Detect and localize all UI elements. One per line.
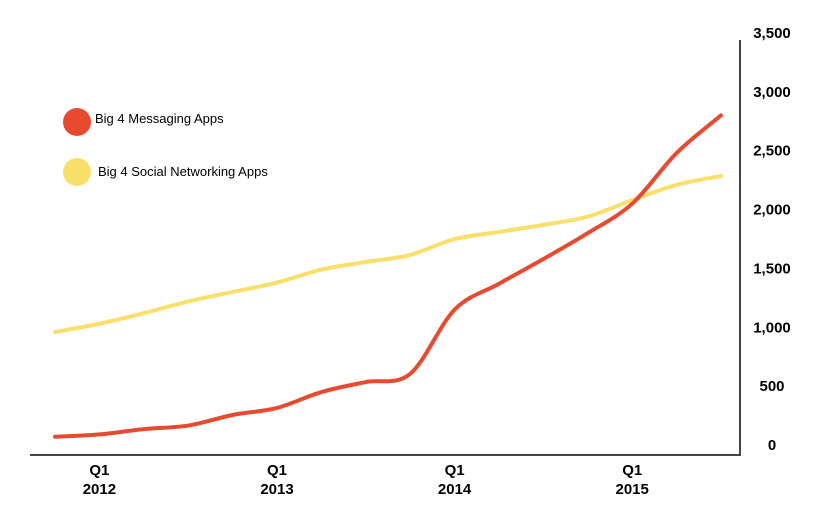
- x-tick-year: 2012: [83, 481, 116, 498]
- x-tick-year: 2015: [616, 481, 649, 498]
- series-lines: [53, 113, 723, 439]
- legend-label: Big 4 Social Networking Apps: [98, 164, 268, 179]
- y-tick-label: 1,500: [753, 260, 791, 277]
- y-tick-label: 2,000: [753, 202, 791, 219]
- legend-swatch: [63, 108, 91, 136]
- y-tick-label: 3,000: [753, 84, 791, 101]
- y-tick-label: 500: [759, 378, 784, 395]
- x-tick-quarter: Q1: [622, 462, 642, 479]
- axes: [30, 40, 741, 456]
- y-tick-label: 0: [768, 437, 776, 454]
- legend-label: Big 4 Messaging Apps: [95, 111, 224, 126]
- x-tick-quarter: Q1: [267, 462, 287, 479]
- series-line-messaging: [53, 113, 723, 439]
- y-tick-labels: 0 500 1,000 1,500 2,000 2,500 3,000 3,500: [753, 25, 791, 454]
- x-tick-quarter: Q1: [445, 462, 465, 479]
- y-tick-label: 2,500: [753, 143, 791, 160]
- x-tick-year: 2014: [438, 481, 472, 498]
- y-tick-label: 3,500: [753, 25, 791, 42]
- x-tick-quarter: Q1: [89, 462, 109, 479]
- x-tick-year: 2013: [260, 481, 293, 498]
- series-line-social: [53, 174, 723, 334]
- legend: Big 4 Messaging Apps Big 4 Social Network…: [63, 108, 268, 186]
- y-tick-label: 1,000: [753, 319, 791, 336]
- x-tick-labels: Q1 2012 Q1 2013 Q1 2014 Q1 2015: [83, 462, 649, 498]
- legend-swatch: [63, 158, 91, 186]
